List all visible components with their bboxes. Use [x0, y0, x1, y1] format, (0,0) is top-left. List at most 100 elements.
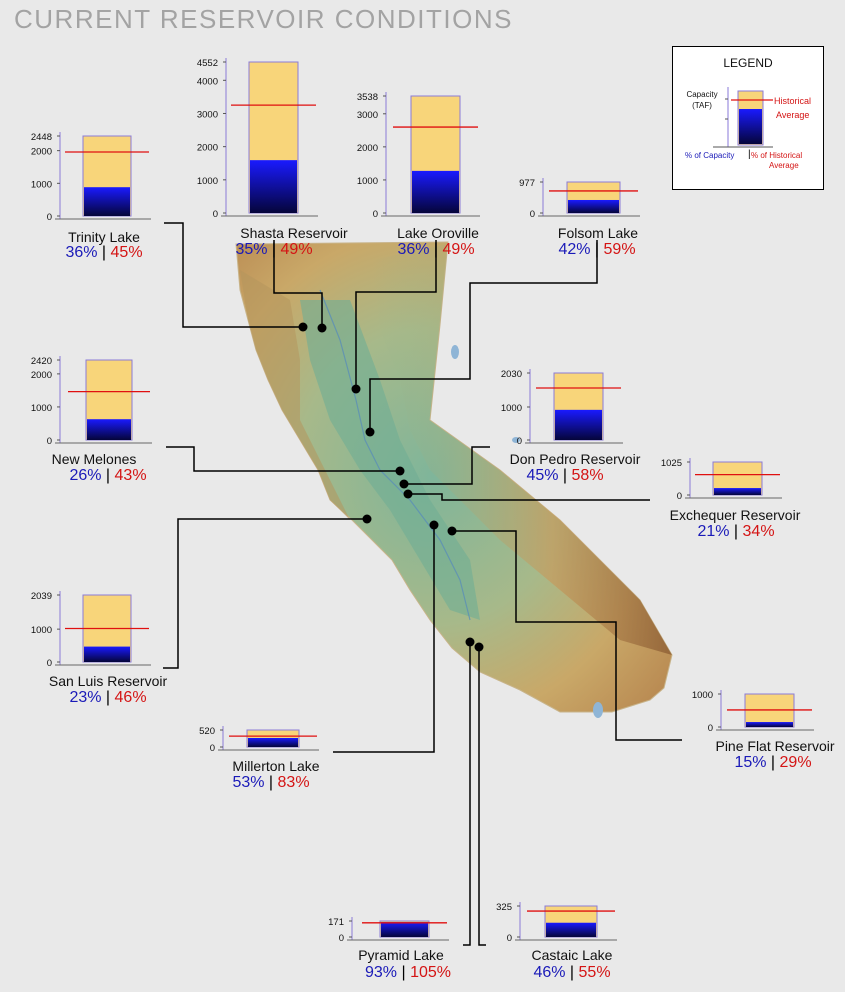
chart-trinity-lake: 0 1000 2000 2448: [31, 132, 151, 223]
pct-of-capacity: 42%: [558, 241, 591, 258]
marker-castaic: [474, 642, 484, 652]
central-valley: [300, 300, 480, 620]
marker-pine-flat: [447, 526, 457, 536]
reservoir-name-trinity-lake: Trinity Lake: [68, 229, 140, 245]
pct-separator: |: [766, 754, 780, 771]
tick-label: 0: [677, 491, 682, 502]
sacramento-river: [319, 289, 381, 471]
reservoir-percentages-millerton-lake: 53% | 83%: [232, 774, 309, 792]
legend-diagram: [713, 87, 773, 148]
reservoir-name-millerton-lake: Millerton Lake: [232, 758, 320, 774]
marker-oroville: [351, 384, 361, 394]
reservoir-percentages-san-luis-reservoir: 23% | 46%: [69, 689, 146, 707]
pct-separator: |: [558, 467, 572, 484]
storage-bar: [381, 922, 428, 937]
pct-of-capacity: 15%: [734, 754, 767, 771]
chart-don-pedro-reservoir: 0 1000 2030: [501, 369, 623, 447]
leader-line-new-melones: [166, 446, 400, 472]
tick-label: 1000: [31, 179, 52, 190]
reservoir-percentages-lake-oroville: 36% | 49%: [397, 241, 474, 259]
marker-millerton: [429, 520, 439, 530]
chart-pine-flat-reservoir: 0 1000: [692, 690, 814, 734]
pct-of-capacity: 53%: [232, 774, 265, 791]
tick-label: 977: [519, 178, 535, 189]
chart-new-melones: 0 1000 2000 2420: [31, 356, 152, 447]
pct-of-historical-average: 34%: [742, 523, 775, 540]
tick-label: 0: [530, 209, 535, 220]
pct-of-historical-average: 55%: [578, 964, 611, 981]
pct-of-historical-average: 49%: [442, 241, 475, 258]
chart-millerton-lake: 0 520: [199, 726, 319, 754]
tick-label: 1000: [357, 176, 378, 187]
reservoir-percentages-castaic-lake: 46% | 55%: [533, 964, 610, 982]
marker-trinity: [298, 322, 308, 332]
leader-line-folsom: [369, 240, 598, 432]
chart-castaic-lake: 0 325: [496, 902, 617, 944]
pct-of-capacity: 93%: [365, 964, 398, 981]
tick-label: 2000: [31, 370, 52, 381]
location-markers: [298, 322, 484, 652]
tick-label: 0: [210, 743, 215, 754]
california-map: [235, 241, 673, 718]
reservoir-percentages-exchequer-reservoir: 21% | 34%: [697, 523, 774, 541]
reservoir-percentages-trinity-lake: 36% | 45%: [65, 244, 142, 262]
reservoir-name-pine-flat-reservoir: Pine Flat Reservoir: [715, 738, 835, 754]
san-joaquin-river: [379, 469, 471, 621]
pct-of-historical-average: 45%: [110, 244, 143, 261]
reservoir-name-don-pedro-reservoir: Don Pedro Reservoir: [509, 451, 641, 467]
tick-label: 0: [517, 436, 522, 447]
legend-capacity-label: Capacity (TAF): [686, 90, 718, 110]
storage-bar: [250, 160, 297, 213]
chart-lake-oroville: 0 1000 2000 3000 3538: [357, 92, 480, 220]
marker-folsom: [365, 427, 375, 437]
storage-bar: [412, 170, 459, 213]
leader-line-pine-flat: [452, 530, 682, 741]
tick-label: 2030: [501, 369, 522, 380]
legend-pct-historical-label: % of Historical: [751, 151, 803, 160]
tick-label: 2039: [31, 591, 52, 602]
chart-folsom-lake: 0 977: [519, 178, 640, 220]
pct-separator: |: [590, 241, 604, 258]
leader-lines: [163, 222, 682, 946]
tick-label: 0: [339, 933, 344, 944]
reservoir-name-pyramid-lake: Pyramid Lake: [358, 947, 444, 963]
pct-separator: |: [101, 689, 115, 706]
page-title: CURRENT RESERVOIR CONDITIONS: [14, 4, 513, 34]
storage-bar: [714, 488, 761, 495]
tick-label: 171: [328, 917, 344, 928]
reservoir-percentages-folsom-lake: 42% | 59%: [558, 241, 635, 259]
pct-separator: |: [97, 244, 111, 261]
storage-bar: [568, 199, 619, 213]
tick-label: 2000: [31, 147, 52, 158]
pct-of-historical-average: 105%: [410, 964, 451, 981]
lake-tahoe: [451, 345, 459, 359]
leader-line-millerton: [333, 525, 435, 753]
legend-pct-capacity-label: % of Capacity: [685, 151, 735, 160]
leader-line-oroville: [355, 240, 437, 389]
reservoir-name-new-melones: New Melones: [51, 451, 137, 467]
marker-shasta: [317, 323, 327, 333]
storage-bar: [248, 737, 298, 747]
tick-label: 0: [373, 209, 378, 220]
pct-of-capacity: 46%: [533, 964, 566, 981]
tick-label: 2448: [31, 132, 52, 143]
coastal-range-relief: [240, 270, 350, 520]
storage-bar: [84, 187, 130, 216]
reservoir-name-castaic-lake: Castaic Lake: [531, 947, 613, 963]
tick-label: 1000: [501, 403, 522, 414]
reservoir-percentages-new-melones: 26% | 43%: [69, 467, 146, 485]
leader-line-san-luis: [163, 518, 367, 669]
mono-lake: [512, 437, 520, 443]
tick-label: 1000: [31, 403, 52, 414]
tick-label: 325: [496, 902, 512, 913]
pct-of-historical-average: 49%: [280, 241, 313, 258]
leader-line-trinity: [164, 222, 303, 328]
tick-label: 0: [47, 658, 52, 669]
legend-average-label: Average: [776, 110, 810, 120]
pct-of-capacity: 36%: [65, 244, 98, 261]
pct-separator: |: [267, 241, 281, 258]
tick-label: 3000: [197, 109, 218, 120]
tick-label: 1000: [692, 690, 713, 701]
marker-new-melones: [395, 466, 405, 476]
